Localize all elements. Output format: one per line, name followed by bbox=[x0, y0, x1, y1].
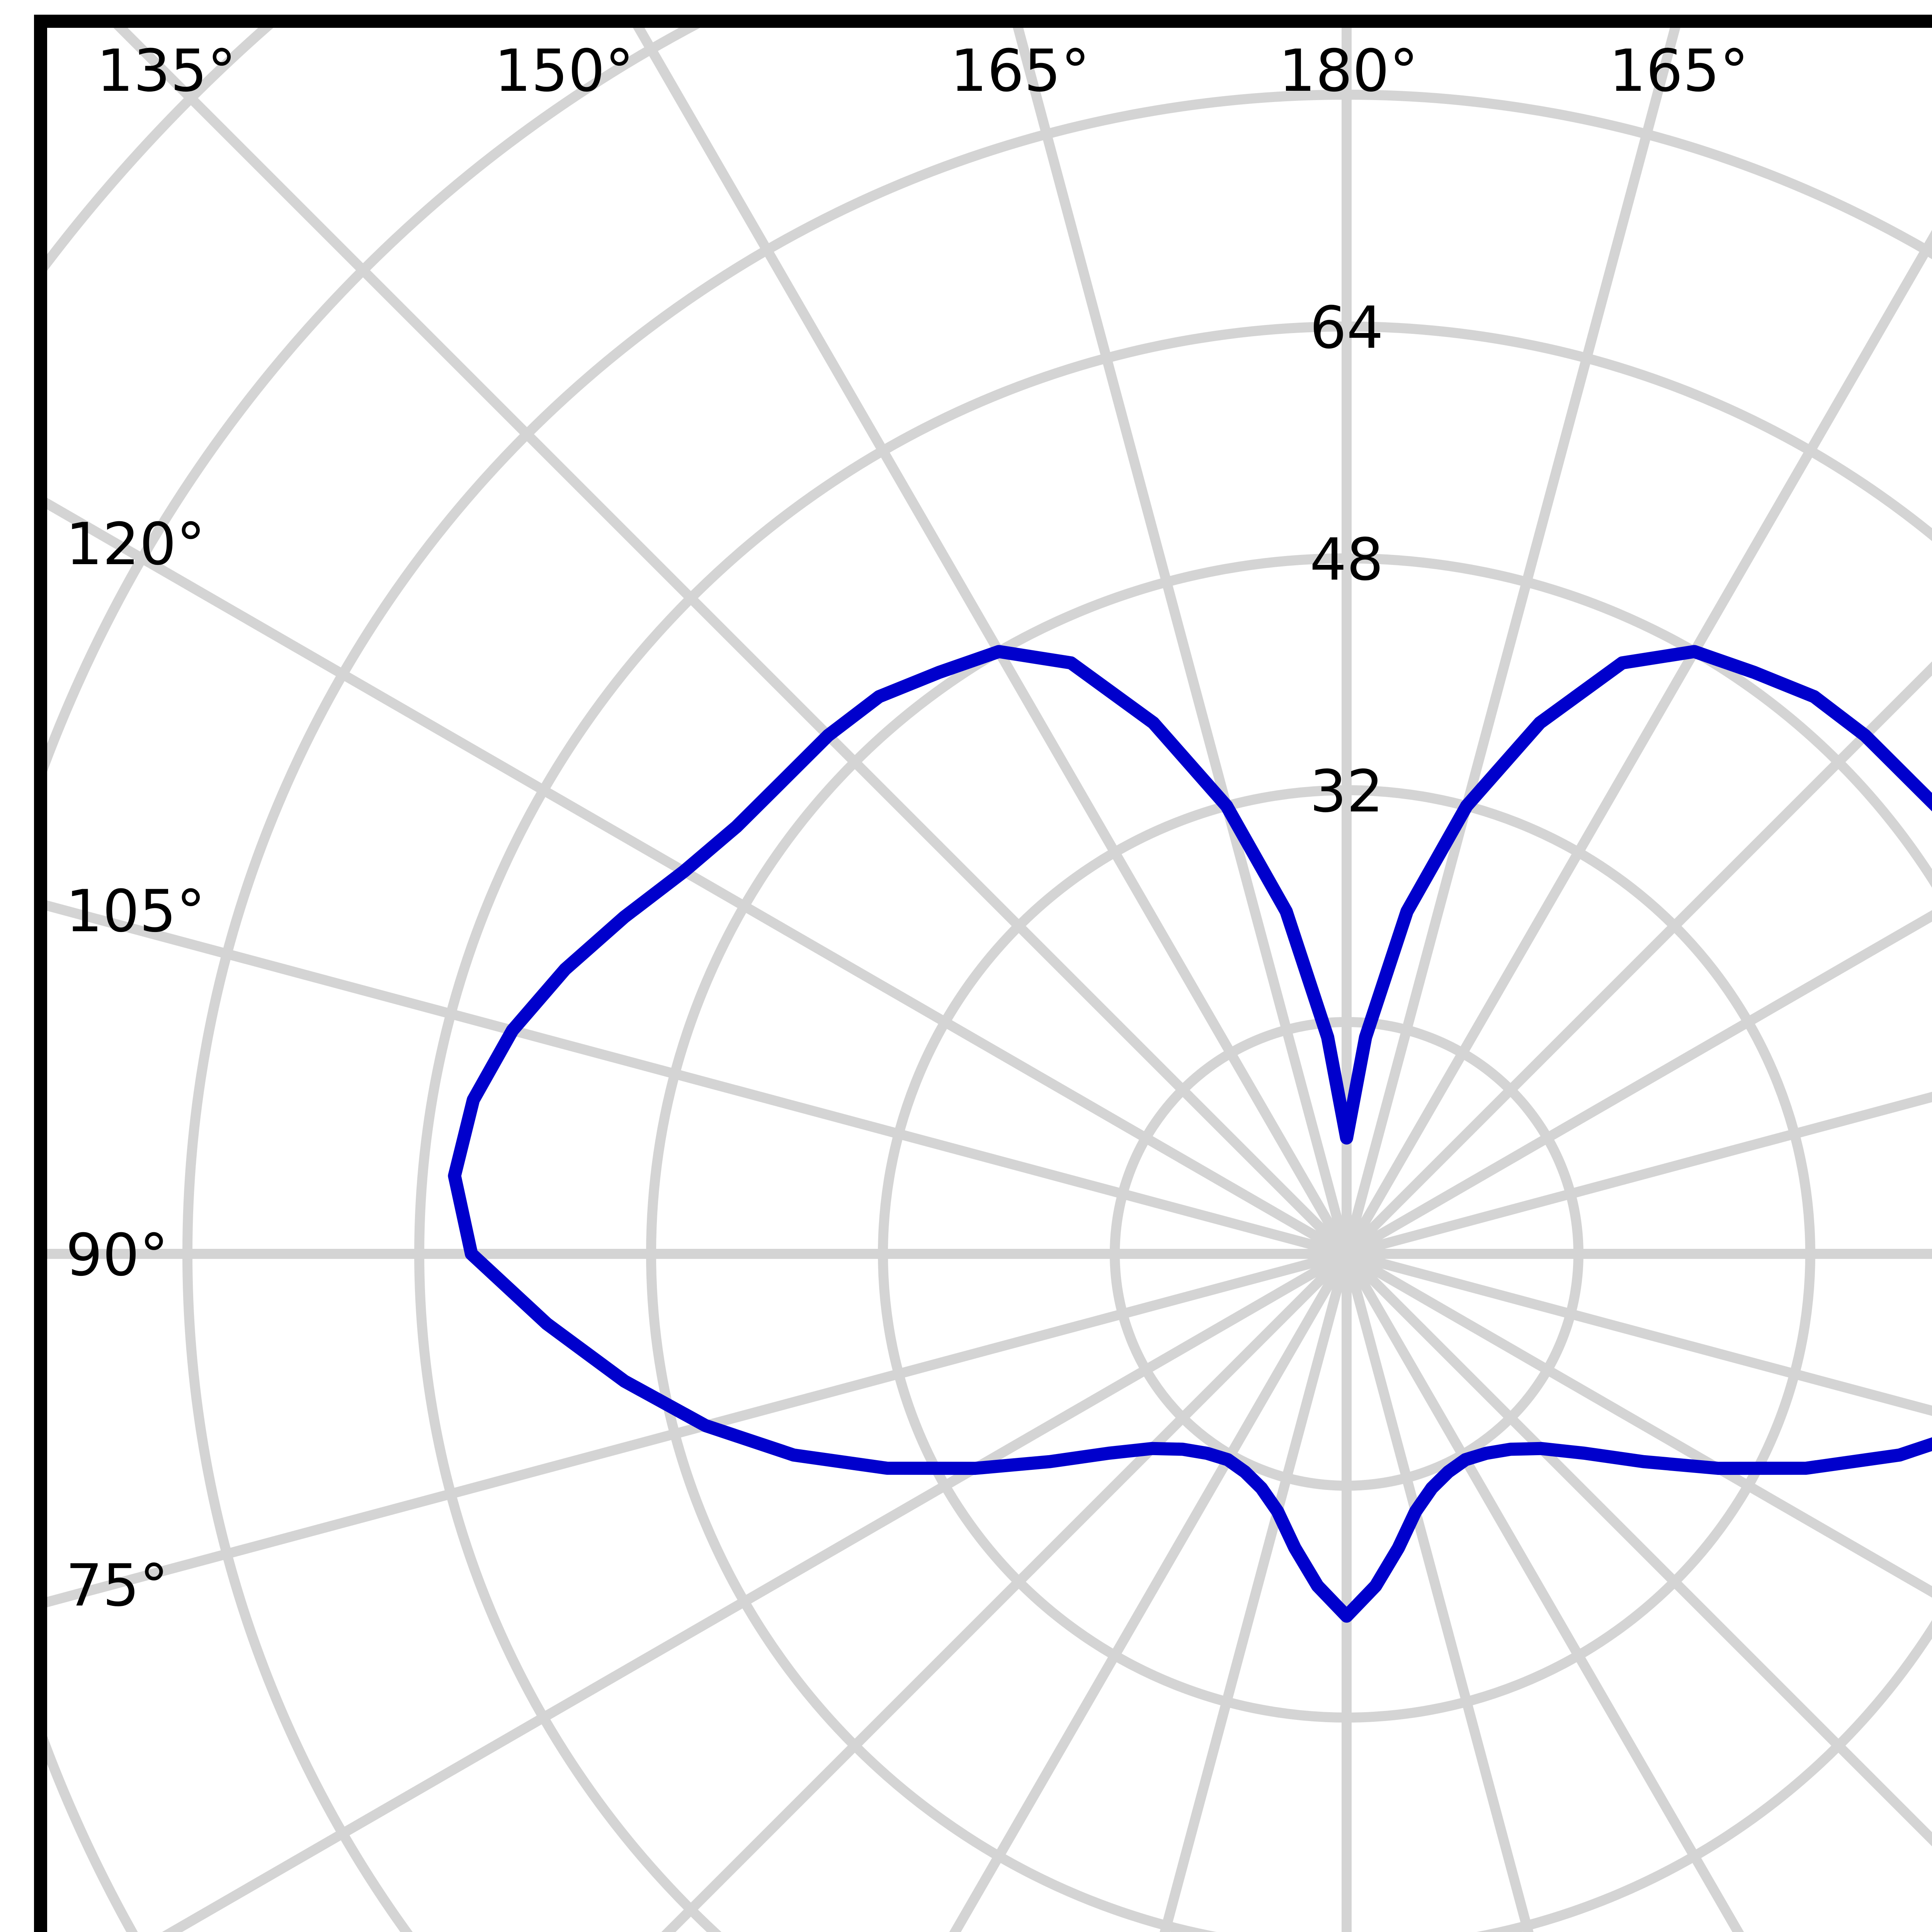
grid-spoke-135deg-left bbox=[113, 28, 1350, 1258]
grid-spoke-165deg-left bbox=[1013, 28, 1352, 1255]
grid-spoke-105deg-left bbox=[47, 900, 1348, 1259]
grid-spoke-120deg-right bbox=[1344, 910, 1932, 1259]
angle-label-90-left: 90° bbox=[66, 1222, 168, 1289]
angle-label-165-top-right: 165° bbox=[1609, 37, 1748, 105]
grid-spoke-150deg-left bbox=[633, 28, 1351, 1257]
grid-spoke-60deg-left bbox=[162, 1249, 1349, 1932]
radial-tick-labels: 64 48 32 bbox=[1310, 294, 1384, 825]
plot-frame-border bbox=[34, 15, 1932, 1932]
radial-tick-label-48: 48 bbox=[1310, 526, 1384, 594]
grid-spoke-120deg-left bbox=[47, 498, 1349, 1259]
angle-label-150-top-left: 150° bbox=[494, 37, 634, 105]
grid-spoke-15deg-right bbox=[1342, 1252, 1534, 1932]
grid-spoke-15deg-left bbox=[1160, 1252, 1352, 1932]
grid-spoke-75deg-left bbox=[47, 1249, 1348, 1607]
radial-tick-label-64: 64 bbox=[1310, 294, 1384, 362]
angle-label-180-top-center: 180° bbox=[1279, 37, 1418, 105]
grid-spoke-45deg-right bbox=[1343, 1250, 1932, 1847]
grid-spoke-60deg-right bbox=[1344, 1249, 1932, 1598]
radial-tick-label-32: 32 bbox=[1310, 758, 1384, 825]
angular-tick-labels: 135°150°165°180°165°150°135°120°105°90°7… bbox=[66, 37, 1749, 1619]
curve-c90-c270 bbox=[448, 645, 1932, 1623]
angle-label-165-top-left: 165° bbox=[950, 37, 1090, 105]
angle-label-75-left: 75° bbox=[66, 1552, 168, 1619]
data-curves bbox=[448, 645, 1932, 1623]
grid-spoke-45deg-left bbox=[661, 1250, 1350, 1932]
grid-spoke-30deg-right bbox=[1342, 1251, 1744, 1932]
grid-spoke-135deg-right bbox=[1343, 661, 1932, 1258]
angle-label-135-top-left: 135° bbox=[97, 37, 236, 105]
angle-label-105-left: 105° bbox=[66, 878, 205, 945]
grid-spoke-105deg-right bbox=[1345, 1092, 1932, 1259]
angle-label-120-left: 120° bbox=[66, 511, 205, 578]
grid-spoke-165deg-right bbox=[1342, 28, 1680, 1255]
grid-spoke-30deg-left bbox=[949, 1251, 1351, 1932]
grid-spoke-75deg-right bbox=[1345, 1249, 1932, 1416]
grid-spoke-150deg-right bbox=[1342, 230, 1932, 1257]
